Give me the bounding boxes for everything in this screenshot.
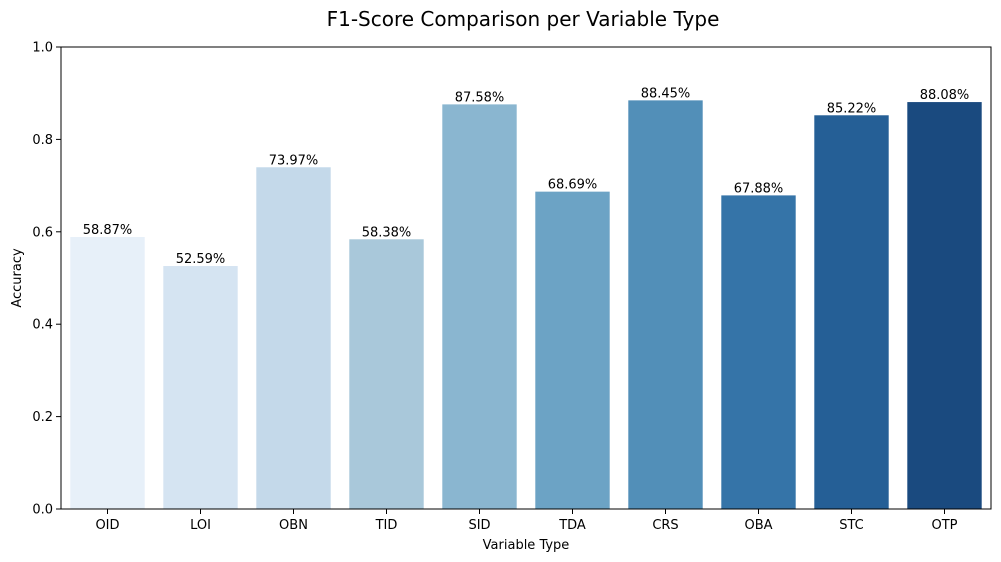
x-tick-label-oba: OBA (744, 518, 772, 533)
data-label-tda: 68.69% (548, 178, 598, 193)
bar-otp (907, 102, 982, 509)
bar-tda (535, 191, 610, 509)
x-tick-label-stc: STC (839, 518, 864, 533)
bar-tid (349, 239, 424, 509)
data-label-loi: 52.59% (176, 252, 226, 267)
plot-area: 58.87% OID 52.59% LOI 73.97% OBN 58.38% TID 87.5… (32, 41, 992, 533)
chart-title: F1-Score Comparison per Variable Type (327, 7, 720, 31)
data-label-stc: 85.22% (827, 101, 877, 116)
data-label-otp: 88.08% (920, 88, 970, 103)
y-tick-label-4: 0.8 (32, 133, 53, 148)
data-label-crs: 88.45% (641, 86, 691, 101)
x-tick-label-oid: OID (95, 518, 119, 533)
bar-crs (628, 100, 703, 510)
bar-oba (721, 195, 796, 509)
data-label-sid: 87.58% (455, 90, 505, 105)
bar-obn (256, 167, 331, 509)
x-tick-label-obn: OBN (279, 518, 308, 533)
plot-frame (60, 46, 992, 510)
y-tick-label-5: 1.0 (32, 41, 53, 56)
data-label-oid: 58.87% (83, 223, 133, 238)
x-tick-label-crs: CRS (652, 518, 678, 533)
x-tick-label-tid: TID (375, 518, 398, 533)
x-tick-label-sid: SID (468, 518, 490, 533)
bar-stc (814, 115, 889, 509)
y-tick-label-1: 0.2 (32, 410, 53, 425)
data-label-obn: 73.97% (269, 153, 319, 168)
y-tick-label-0: 0.0 (32, 503, 53, 518)
bar-oid (70, 237, 145, 509)
bar-sid (442, 104, 517, 509)
bar-loi (163, 266, 238, 509)
x-tick-label-tda: TDA (558, 518, 586, 533)
x-tick-label-otp: OTP (931, 518, 957, 533)
data-label-tid: 58.38% (362, 225, 412, 240)
y-tick-label-2: 0.4 (32, 318, 53, 333)
y-tick-label-3: 0.6 (32, 225, 53, 240)
x-tick-label-loi: LOI (190, 518, 211, 533)
x-axis-label: Variable Type (483, 538, 570, 553)
data-label-oba: 67.88% (734, 181, 784, 196)
y-axis-label: Accuracy (10, 248, 25, 308)
